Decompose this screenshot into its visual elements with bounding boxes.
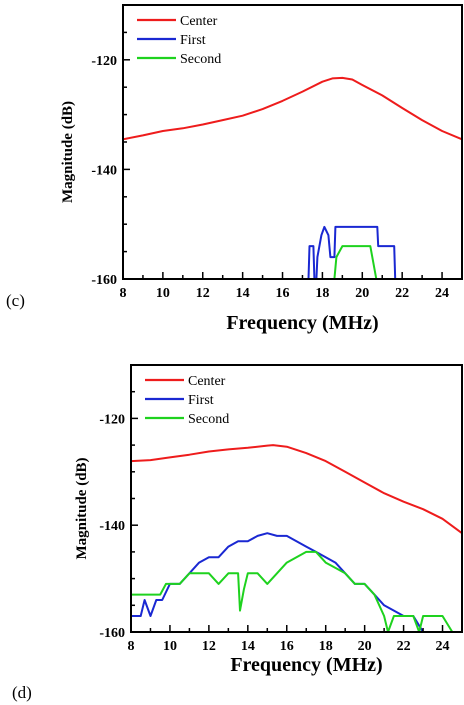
- y-tick-label: -160: [91, 273, 117, 288]
- y-tick-label: -140: [91, 163, 117, 178]
- x-axis-label: Frequency (MHz): [226, 312, 378, 334]
- series-line-first: [123, 225, 462, 280]
- x-tick-label: 12: [196, 286, 210, 301]
- x-tick-label: 8: [120, 286, 127, 301]
- legend-label-second: Second: [188, 412, 229, 427]
- x-tick-label: 22: [397, 639, 411, 654]
- x-tick-label: 24: [436, 639, 450, 654]
- x-tick-label: 10: [163, 639, 177, 654]
- x-tick-label: 20: [355, 286, 369, 301]
- x-tick-label: 20: [358, 639, 372, 654]
- x-tick-label: 16: [276, 286, 290, 301]
- series-line-center: [122, 76, 463, 141]
- series-line-center: [130, 444, 463, 535]
- legend-label-first: First: [188, 393, 214, 408]
- panel-label: (d): [12, 683, 32, 702]
- x-tick-label: 16: [280, 639, 294, 654]
- y-tick-label: -160: [99, 626, 125, 641]
- y-axis-label: Magnitude (dB): [60, 101, 76, 203]
- legend-label-center: Center: [188, 374, 226, 389]
- legend-label-first: First: [180, 33, 206, 48]
- x-axis-label: Frequency (MHz): [230, 654, 382, 676]
- y-axis-label: Magnitude (dB): [74, 457, 90, 559]
- legend-label-center: Center: [180, 14, 218, 29]
- series-line-second: [123, 245, 462, 280]
- series-line-first: [131, 532, 462, 633]
- panel-label: (c): [6, 291, 25, 310]
- y-tick-label: -120: [91, 54, 117, 69]
- x-tick-label: 22: [395, 286, 409, 301]
- legend-label-second: Second: [180, 52, 221, 67]
- plot-frame: [130, 364, 463, 633]
- chart-panel-2: 8 10 12 14 16 18 20 22 24 -160 -140 -120 Frequency (…: [12, 364, 463, 702]
- x-tick-label: 10: [156, 286, 170, 301]
- chart-panel-1: 8 10 12 14 16 18 20 22 24 -160 -140 -120 Frequency (…: [6, 4, 463, 334]
- x-tick-label: 14: [236, 286, 250, 301]
- x-tick-label: 14: [241, 639, 255, 654]
- x-tick-label: 24: [435, 286, 449, 301]
- x-tick-label: 12: [202, 639, 216, 654]
- plot-frame: [122, 4, 463, 280]
- x-tick-label: 18: [315, 286, 329, 301]
- x-tick-label: 18: [319, 639, 333, 654]
- x-tick-label: 8: [128, 639, 135, 654]
- y-tick-label: -140: [99, 519, 125, 534]
- y-tick-label: -120: [99, 412, 125, 427]
- series-line-second: [131, 550, 462, 633]
